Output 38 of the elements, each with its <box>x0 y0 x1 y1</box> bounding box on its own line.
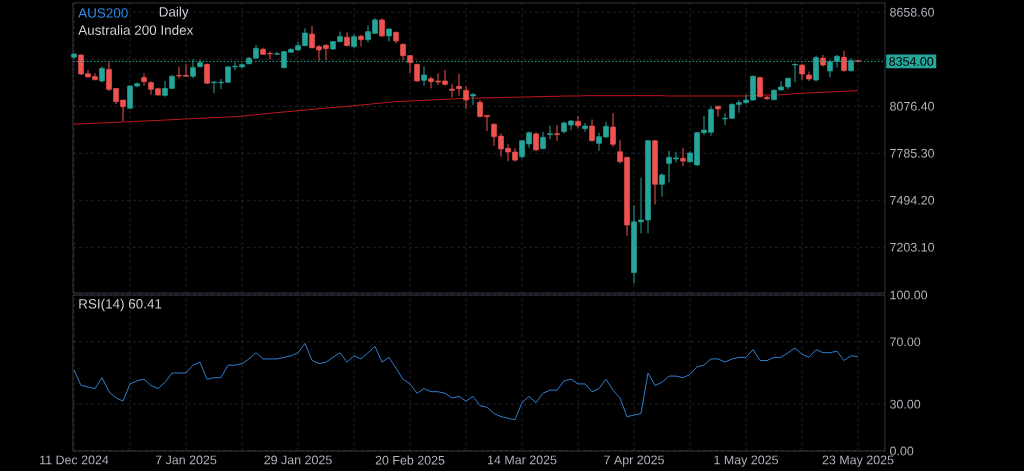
y-tick-label: 0.00 <box>890 446 914 456</box>
x-tick-label: 14 Mar 2025 <box>488 455 557 465</box>
candlestick <box>575 115 581 129</box>
y-tick-label: 30.00 <box>890 399 921 409</box>
x-tick-label: 7 Apr 2025 <box>604 455 664 467</box>
y-tick-label: 7203.10 <box>890 242 935 252</box>
y-tick-label: 8076.40 <box>890 101 935 111</box>
candlestick <box>659 172 665 198</box>
x-tick-label: 23 May 2025 <box>822 455 894 467</box>
candlestick <box>764 95 770 101</box>
y-tick-label: 100.00 <box>890 290 928 300</box>
chart-title: RSI(14) 60.41 <box>79 298 162 312</box>
chart-title: AUS200 <box>78 8 128 18</box>
ref-line-label: 8354.00 <box>889 57 934 66</box>
x-tick-label: 7 Jan 2025 <box>155 455 217 465</box>
x-tick-label: 1 May 2025 <box>714 455 779 467</box>
y-tick-label: 70.00 <box>890 337 921 347</box>
y-tick-label: 7494.20 <box>890 195 935 205</box>
candlestick <box>582 122 588 133</box>
x-tick-label: 29 Jan 2025 <box>264 455 332 465</box>
y-tick-label: 8658.60 <box>890 7 935 17</box>
candlestick <box>589 118 595 143</box>
candlestick <box>470 92 476 106</box>
candlestick <box>421 66 427 87</box>
candlestick <box>715 105 721 118</box>
candlestick <box>841 50 847 73</box>
candlestick <box>358 34 364 48</box>
y-tick-label: 7785.30 <box>890 148 935 158</box>
x-tick-label: 11 Dec 2024 <box>40 455 109 465</box>
candlestick <box>547 125 553 140</box>
candlestick <box>610 112 616 148</box>
candlestick <box>463 85 469 110</box>
candlestick <box>554 124 560 142</box>
candlestick <box>141 72 147 87</box>
x-tick-label: 20 Feb 2025 <box>375 455 445 465</box>
annotation: Daily <box>159 6 189 20</box>
text: Australia 200 Index <box>78 25 194 35</box>
candlestick <box>680 147 686 167</box>
